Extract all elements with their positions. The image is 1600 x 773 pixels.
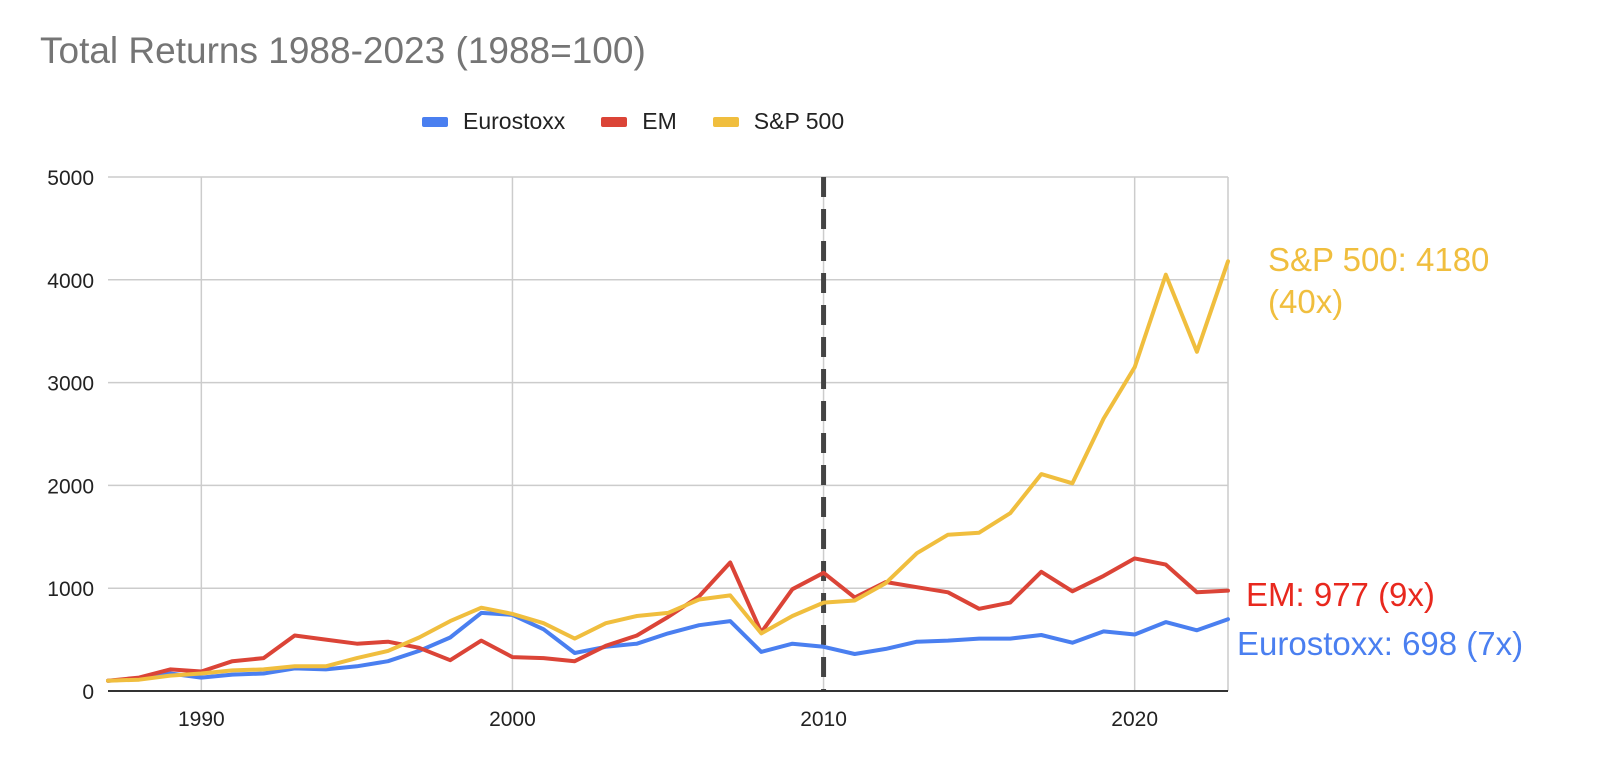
gridlines: [108, 176, 1229, 691]
y-tick-label-3000: 3000: [47, 373, 94, 396]
series-line-em: [106, 556, 1230, 683]
legend-label-sp500: S&P 500: [753, 108, 845, 134]
x-tick-label-1990: 1990: [178, 708, 225, 731]
legend-label-em: EM: [642, 108, 677, 134]
series-line-eurostoxx: [106, 610, 1230, 683]
y-tick-label-5000: 5000: [47, 167, 94, 190]
legend: Eurostoxx EM S&P 500: [422, 108, 880, 135]
series-lines: [106, 259, 1230, 683]
legend-item-em[interactable]: EM: [601, 108, 677, 135]
x-tick-label-2010: 2010: [800, 708, 847, 731]
annotation-eurostoxx-line-0: Eurostoxx: 698 (7x): [1237, 625, 1523, 662]
legend-item-eurostoxx[interactable]: Eurostoxx: [422, 108, 565, 135]
x-tick-label-2020: 2020: [1111, 708, 1158, 731]
annotations: S&P 500: 4180 (40x) EM: 977 (9x) Eurostoxx:…: [1237, 241, 1523, 662]
annotation-sp500-line-1: (40x): [1268, 283, 1343, 320]
legend-swatch-em: [601, 116, 628, 127]
y-tick-label-2000: 2000: [47, 475, 94, 498]
y-tick-label-1000: 1000: [47, 578, 94, 601]
legend-item-sp500[interactable]: S&P 500: [712, 108, 845, 135]
legend-swatch-sp500: [712, 116, 739, 127]
chart-title: Total Returns 1988-2023 (1988=100): [40, 30, 646, 71]
annotation-em-line-0: EM: 977 (9x): [1246, 576, 1435, 613]
y-tick-label-0: 0: [82, 681, 94, 704]
annotation-sp500-line-0: S&P 500: 4180: [1268, 241, 1489, 278]
series-line-sp500: [106, 259, 1230, 683]
legend-swatch-eurostoxx: [422, 116, 448, 127]
y-tick-label-4000: 4000: [47, 270, 94, 293]
axes: 0 1000 2000 3000 4000 5000 1990 2000 2010 2020: [47, 167, 1228, 731]
legend-label-eurostoxx: Eurostoxx: [463, 108, 566, 134]
x-tick-label-2000: 2000: [489, 708, 536, 731]
